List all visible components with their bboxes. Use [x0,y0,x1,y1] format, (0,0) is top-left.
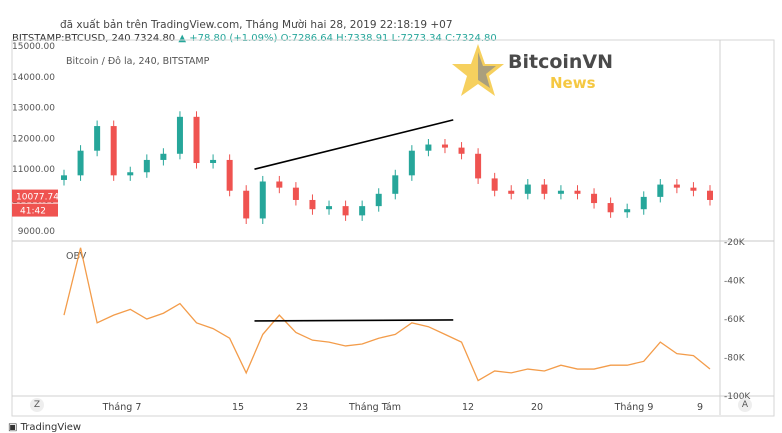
time-tick-label: Tháng 9 [614,402,654,413]
candle-body [292,187,299,200]
price-tick-label: 12000.00 [12,134,55,144]
candle-body [342,206,349,216]
time-tag-label: 41:42 [20,207,46,217]
candle-body [441,144,448,148]
candle-body [607,203,614,213]
price-trendline [254,119,454,170]
candle-body [524,184,531,194]
candle-body [673,184,680,188]
time-tick-label: Tháng Tám [348,402,401,413]
price-tick-label: 14000.00 [12,73,55,83]
symbol-line: BITSTAMP:BTCUSD, 240 7324.80 ▲ +78.80 (+… [12,33,497,44]
footer-brand: TradingView [20,422,82,433]
price-tick-label: 13000.00 [12,104,55,114]
candle-body [176,116,183,154]
candle-body [574,190,581,194]
time-tick-label: Tháng 7 [102,402,142,413]
candle-body [491,178,498,191]
obv-tick-label: -40K [724,277,746,287]
candle-body [94,126,101,151]
tradingview-footer: ▣ TradingView [8,422,82,433]
zoom-reset-button[interactable]: Z [30,398,44,412]
logo-sub: News [550,74,596,92]
chart-frame [11,39,775,417]
candle-body [591,193,598,204]
candle-body [475,153,482,179]
candle-body [193,116,200,164]
time-tick-label: 15 [232,402,244,413]
price-tag-label: 10077.74 [16,193,59,203]
price-tick-label: 15000.00 [12,42,55,52]
candle-body [359,206,366,216]
candle-body [326,206,333,210]
candle-body [143,159,150,173]
candle-body [276,181,283,188]
candle-body [690,187,697,191]
time-tick-label: 20 [531,402,543,413]
price-tick-label: 9000.00 [18,227,55,237]
obv-tick-label: -100K [724,392,751,402]
price-change: ▲ +78.80 (+1.09%) [178,33,278,44]
candle-body [657,184,664,197]
time-tick-label: 12 [462,402,474,413]
candle-body [392,175,399,194]
candle-body [77,150,84,176]
obv-trendline [254,319,454,322]
candle-body [110,126,117,176]
price-tag-bg [12,189,58,203]
obv-tick-label: -60K [724,315,746,325]
candle-body [309,199,316,210]
candle-body [425,144,432,151]
ohlc-values: O:7286.64 H:7338.91 L:7273.34 C:7324.80 [280,33,497,44]
candle-body [557,190,564,194]
time-tag-bg [12,203,58,217]
candle-body [160,153,167,160]
symbol-info: BITSTAMP:BTCUSD, 240 7324.80 [12,33,176,44]
auto-scale-button[interactable]: A [738,398,752,412]
published-line: đã xuất bản trên TradingView.com, Tháng … [60,19,453,31]
candle-body [243,190,250,219]
candle-body [640,196,647,210]
candle-body [624,209,631,213]
candle-body [408,150,415,176]
candle-body [226,159,233,191]
obv-pane-title: OBV [66,251,87,262]
price-pane-title: Bitcoin / Đô la, 240, BITSTAMP [66,56,210,67]
candle-body [508,190,515,194]
candle-body [210,159,217,164]
candle-body [458,147,465,154]
obv-tick-label: -80K [724,354,746,364]
star-logo-icon [452,44,504,96]
time-tick-label: 9 [697,402,703,413]
candle-body [61,175,67,180]
price-tick-label: 11000.00 [12,165,55,175]
obv-series-line [63,247,711,382]
obv-tick-label: -20K [724,238,746,248]
candle-body [259,181,266,219]
time-tick-label: 23 [296,402,308,413]
candle-body [375,193,382,207]
candle-body [127,172,134,176]
logo-name: BitcoinVN [508,51,614,73]
candle-body [541,184,548,194]
candle-body [707,190,713,200]
bitcoinvn-logo: BitcoinVN News [446,42,616,100]
